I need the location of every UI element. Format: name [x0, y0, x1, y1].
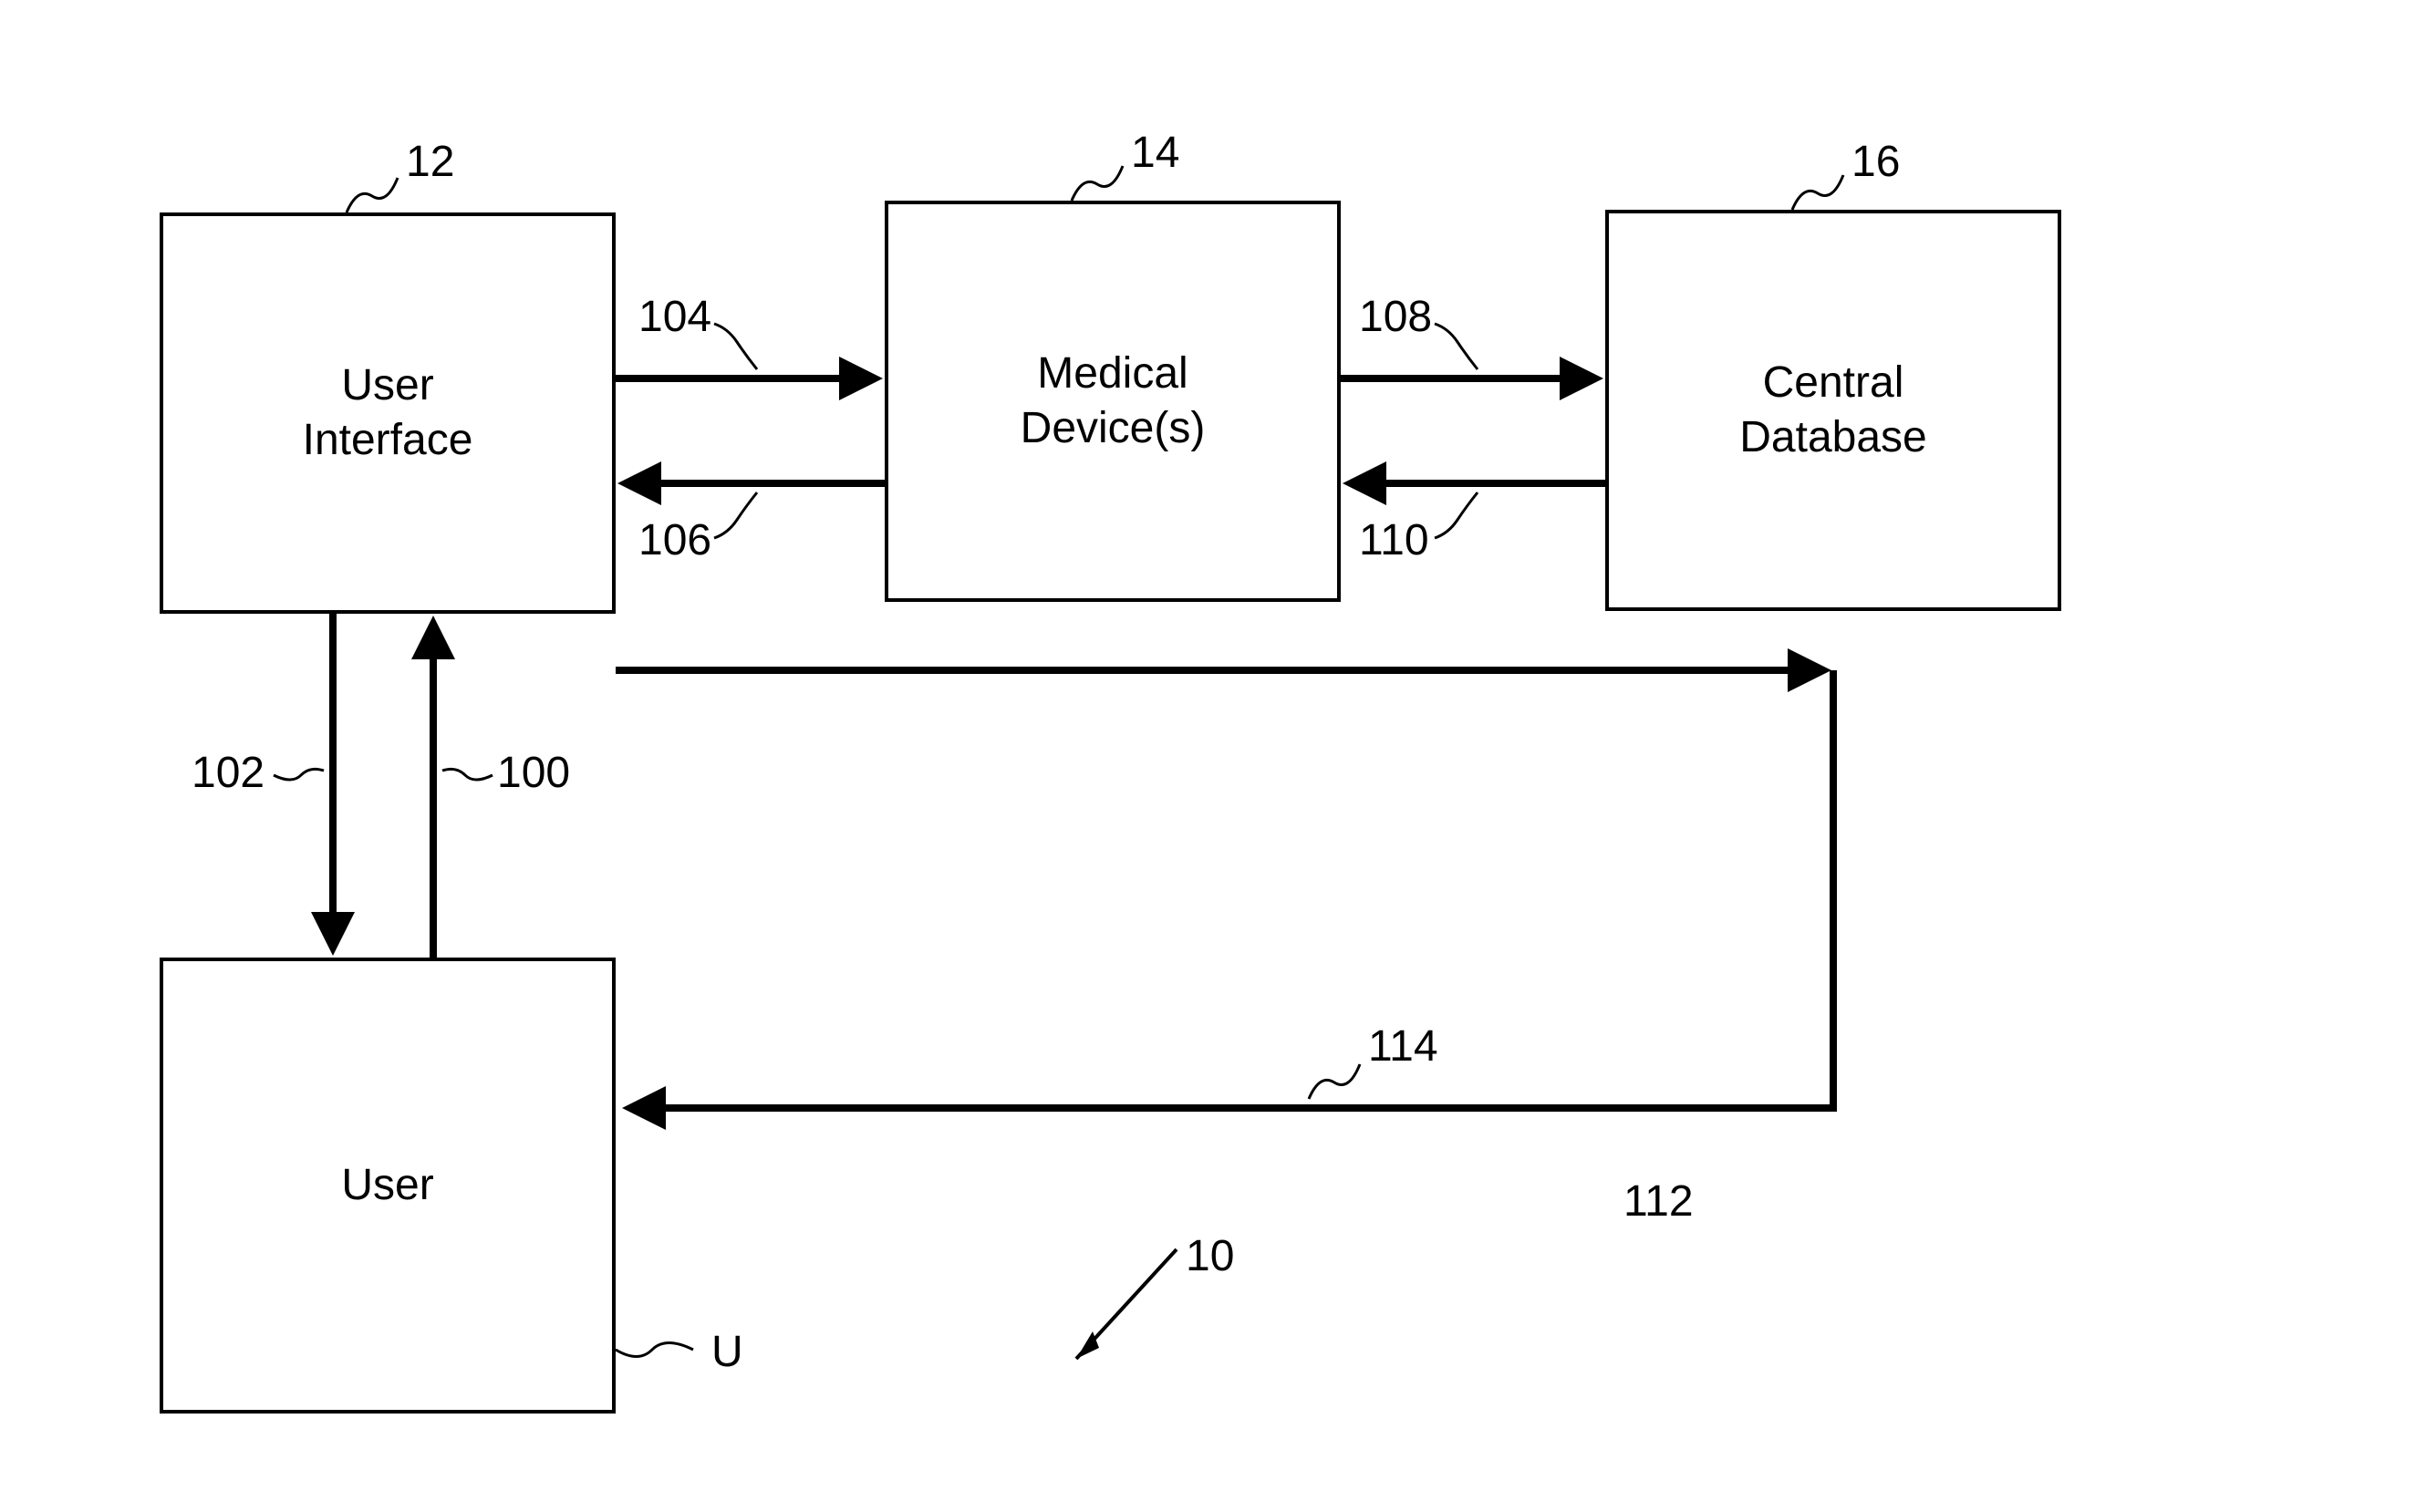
node-user-interface-label: User Interface: [303, 358, 473, 468]
squiggle-106: [714, 492, 757, 538]
ref-u: U: [711, 1327, 743, 1377]
ref-104: 104: [638, 292, 711, 342]
ref-14: 14: [1131, 128, 1179, 178]
ref-112: 112: [1623, 1176, 1694, 1227]
node-central-database-label: Central Database: [1739, 356, 1926, 465]
squiggle-104: [714, 324, 757, 369]
squiggle-u: [616, 1343, 693, 1357]
squiggle-100: [442, 769, 493, 780]
ref-110: 110: [1359, 515, 1429, 565]
squiggle-14: [1072, 166, 1123, 201]
ref-102: 102: [192, 748, 264, 798]
squiggle-108: [1435, 324, 1478, 369]
node-user: User: [160, 958, 616, 1414]
ref-100: 100: [497, 748, 570, 798]
node-user-label: User: [341, 1158, 433, 1213]
node-user-interface: User Interface: [160, 212, 616, 614]
ref-114: 114: [1368, 1021, 1438, 1072]
edge-114: [629, 670, 1833, 1108]
ref-12: 12: [406, 137, 454, 187]
figure-ref-pointer-head: [1076, 1331, 1099, 1359]
squiggle-114: [1309, 1064, 1360, 1099]
node-medical-devices: Medical Device(s): [885, 201, 1341, 602]
squiggle-110: [1435, 492, 1478, 538]
squiggle-16: [1792, 175, 1843, 210]
ref-figure: 10: [1186, 1231, 1234, 1281]
ref-108: 108: [1359, 292, 1432, 342]
node-medical-devices-label: Medical Device(s): [1021, 347, 1206, 456]
squiggle-102: [274, 769, 324, 780]
ref-16: 16: [1851, 137, 1900, 187]
ref-106: 106: [638, 515, 711, 565]
squiggle-12: [347, 178, 398, 212]
figure-ref-pointer: [1076, 1249, 1177, 1359]
node-central-database: Central Database: [1605, 210, 2061, 611]
